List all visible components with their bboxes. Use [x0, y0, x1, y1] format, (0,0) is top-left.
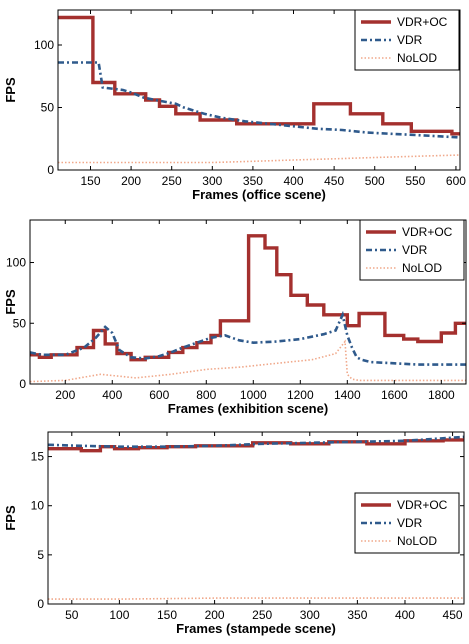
plot-frame [29, 219, 467, 385]
x-tick-label: 400 [395, 608, 415, 622]
x-tick-label: 200 [55, 388, 75, 402]
legend-label: VDR [397, 33, 423, 47]
x-tick-label: 500 [365, 174, 385, 188]
y-tick-label: 0 [19, 377, 26, 391]
x-tick-label: 300 [300, 608, 320, 622]
x-tick-label: 450 [324, 174, 344, 188]
legend-label: VDR+OC [397, 498, 448, 512]
series-line-nolod [30, 339, 466, 383]
legend-label: VDR+OC [397, 15, 448, 29]
y-tick-label: 100 [6, 256, 26, 270]
x-tick-label: 400 [283, 174, 303, 188]
x-tick-label: 400 [102, 388, 122, 402]
y-tick-label: 50 [41, 101, 55, 115]
x-tick-label: 600 [149, 388, 169, 402]
x-tick-label: 1000 [240, 388, 267, 402]
x-tick-label: 550 [405, 174, 425, 188]
legend-label: VDR [397, 516, 423, 530]
x-tick-label: 100 [109, 608, 129, 622]
x-tick-label: 1200 [287, 388, 314, 402]
y-axis-label: FPS [3, 77, 18, 103]
chart-1: 150 200 250 300 350 400 450 500 550 600 0 50 100 Fram… [3, 9, 466, 202]
legend-box [354, 9, 460, 71]
y-tick-label: 0 [47, 163, 54, 177]
series-line-vdr [30, 310, 466, 366]
x-tick-label: 1400 [334, 388, 361, 402]
y-tick-label: 0 [37, 597, 44, 611]
chart-2: 200 400 600 800 1000 1200 1400 1600 1800 0 50 100 Fr… [3, 219, 467, 416]
x-axis-label: Frames (stampede scene) [176, 621, 336, 636]
x-tick-label: 450 [443, 608, 463, 622]
legend-box [354, 492, 460, 554]
x-tick-label: 800 [196, 388, 216, 402]
plot-frame [47, 431, 465, 605]
x-tick-label: 350 [347, 608, 367, 622]
x-tick-label: 150 [80, 174, 100, 188]
series-line-nolod [58, 154, 460, 164]
x-axis-label: Frames (office scene) [192, 187, 326, 202]
x-tick-label: 150 [157, 608, 177, 622]
legend-label: VDR [402, 243, 428, 257]
legend-label: NoLOD [402, 261, 442, 275]
x-tick-label: 350 [243, 174, 263, 188]
x-tick-label: 50 [65, 608, 79, 622]
x-tick-label: 600 [446, 174, 466, 188]
y-tick-label: 15 [31, 450, 45, 464]
series-line-vdr-oc [48, 438, 464, 453]
series-line-nolod [48, 597, 464, 600]
legend-label: VDR+OC [402, 225, 453, 239]
chart-3: 50 100 150 200 250 300 350 400 450 0 5 10 15 Frames (… [3, 431, 465, 636]
plot-frame [57, 9, 461, 171]
series-line-vdr-oc [58, 15, 460, 136]
x-tick-label: 200 [205, 608, 225, 622]
x-axis-label: Frames (exhibition scene) [168, 401, 328, 416]
series-line-vdr [48, 435, 464, 449]
x-tick-label: 1800 [428, 388, 455, 402]
y-tick-label: 100 [34, 38, 54, 52]
y-tick-label: 10 [31, 499, 45, 513]
y-axis-label: FPS [3, 289, 18, 315]
series-line-vdr [58, 61, 460, 139]
y-tick-label: 50 [13, 316, 27, 330]
series-line-vdr-oc [30, 234, 466, 362]
x-tick-label: 300 [202, 174, 222, 188]
legend: VDR+OC VDR NoLOD [354, 492, 460, 554]
legend-label: NoLOD [397, 534, 437, 548]
y-axis-label: FPS [3, 505, 18, 531]
y-tick-label: 5 [37, 548, 44, 562]
legend-label: NoLOD [397, 51, 437, 65]
legend: VDR+OC VDR NoLOD [359, 219, 465, 281]
x-tick-label: 250 [162, 174, 182, 188]
x-tick-label: 200 [121, 174, 141, 188]
x-tick-label: 1600 [381, 388, 408, 402]
legend-box [359, 219, 465, 281]
x-tick-label: 250 [252, 608, 272, 622]
legend: VDR+OC VDR NoLOD [354, 9, 460, 71]
